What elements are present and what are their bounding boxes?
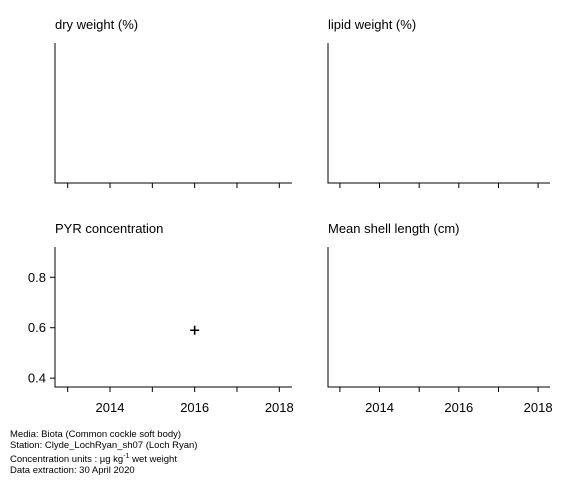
footer-extraction: Data extraction: 30 April 2020 (10, 465, 135, 477)
data-point-plus (190, 325, 200, 335)
axis-lines (327, 43, 550, 184)
y-tick-label: 0.6 (28, 320, 46, 335)
axis-lines (54, 43, 292, 184)
footer-units-prefix: Concentration units : µg kg (10, 454, 124, 466)
axis-lines (327, 247, 550, 388)
footer-units-suffix: wet weight (129, 454, 177, 466)
panel-title: dry weight (%) (55, 17, 138, 32)
x-tick-label: 2016 (444, 400, 473, 415)
axis-lines (54, 247, 292, 388)
panel-lipid-weight: lipid weight (%) (327, 17, 550, 188)
chart-footer: Media: Biota (Common cockle soft body) S… (10, 429, 197, 476)
panel-mean-shell-length: Mean shell length (cm) 2014 2016 2018 (327, 221, 553, 415)
panel-title: PYR concentration (55, 221, 163, 236)
y-tick-label: 0.4 (28, 371, 46, 386)
panel-dry-weight: dry weight (%) (54, 17, 292, 188)
x-tick-label: 2018 (265, 400, 294, 415)
x-tick-label: 2018 (524, 400, 553, 415)
y-tick-label: 0.8 (28, 270, 46, 285)
x-tick-label: 2014 (365, 400, 394, 415)
footer-units: Concentration units : µg kg-1 wet weight (10, 451, 197, 465)
footer-station: Station: Clyde_LochRyan_sh07 (Loch Ryan) (10, 440, 198, 451)
panel-title: lipid weight (%) (328, 17, 416, 32)
x-tick-label: 2016 (180, 400, 209, 415)
footer-units-exponent: -1 (123, 453, 130, 460)
footer-media: Media: Biota (Common cockle soft body) (10, 429, 182, 440)
panel-pyr-concentration: PYR concentration 2014 2016 2018 0.4 0.6 0.8 (28, 221, 294, 415)
panel-title: Mean shell length (cm) (328, 221, 460, 236)
x-tick-label: 2014 (96, 400, 125, 415)
